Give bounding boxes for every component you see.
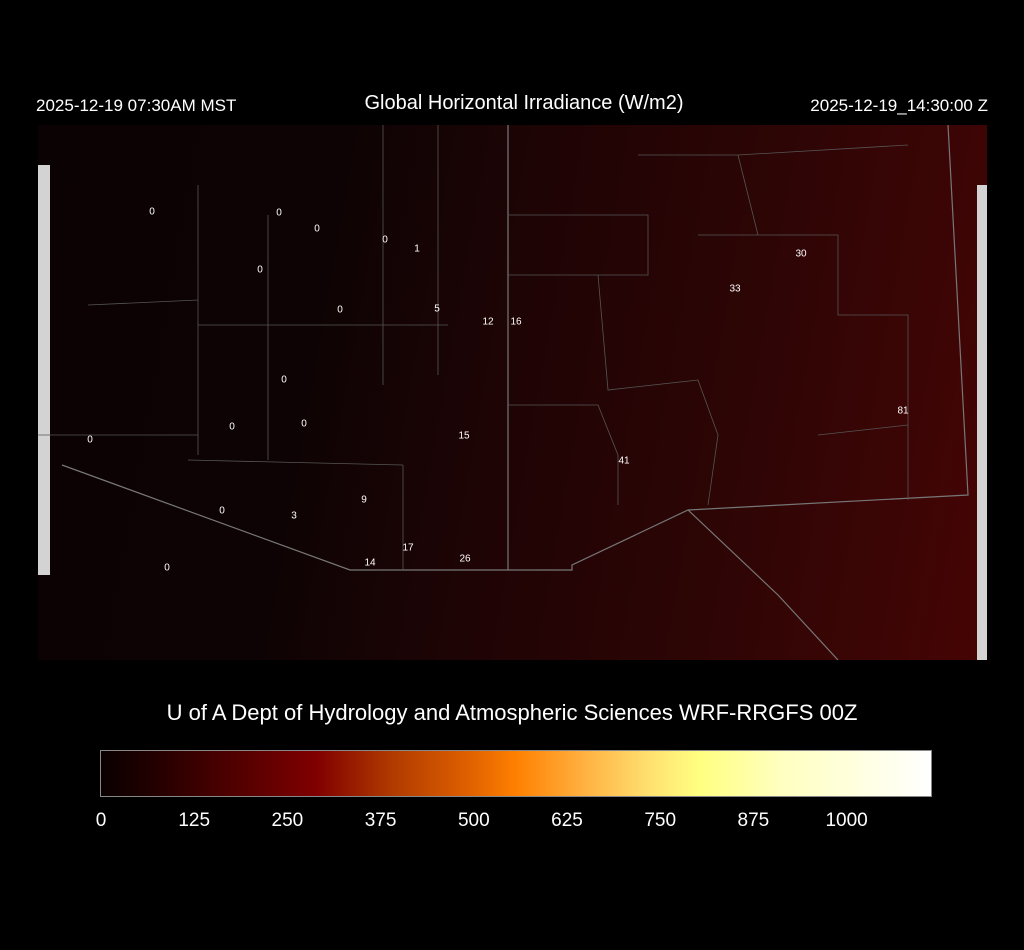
colorbar-tick-label: 625 bbox=[551, 810, 583, 831]
station-value: 12 bbox=[482, 316, 494, 328]
colorbar-tick-label: 1000 bbox=[825, 810, 868, 831]
colorbar-tick-label: 750 bbox=[644, 810, 677, 831]
colorbar-tick-label: 375 bbox=[364, 810, 397, 831]
station-value: 0 bbox=[164, 562, 170, 574]
colorbar-tick-label: 0 bbox=[95, 810, 107, 831]
station-value: 0 bbox=[281, 374, 287, 386]
station-value: 81 bbox=[897, 405, 909, 417]
valid-time: 2025-12-19_14:30:00 Z bbox=[810, 96, 988, 115]
colorbar bbox=[100, 750, 932, 797]
station-value: 5 bbox=[434, 303, 440, 315]
nm-tx-border bbox=[687, 125, 969, 511]
station-value: 0 bbox=[219, 505, 225, 517]
station-value: 1 bbox=[414, 243, 420, 255]
boundaries bbox=[38, 125, 969, 660]
station-value: 3 bbox=[291, 510, 297, 522]
station-value: 0 bbox=[149, 206, 155, 218]
county-lines bbox=[38, 125, 909, 570]
station-value: 14 bbox=[364, 557, 376, 569]
station-value: 16 bbox=[510, 316, 522, 328]
colorbar-tick-label: 125 bbox=[178, 810, 211, 831]
no-data-strip-left bbox=[38, 165, 50, 575]
station-value: 0 bbox=[276, 207, 282, 219]
station-value: 33 bbox=[729, 283, 741, 295]
station-value: 17 bbox=[402, 542, 414, 554]
station-value: 0 bbox=[301, 418, 307, 430]
local-time: 2025-12-19 07:30AM MST bbox=[36, 96, 237, 115]
colorbar-tick-label: 250 bbox=[271, 810, 304, 831]
station-value: 30 bbox=[795, 248, 807, 260]
station-value: 0 bbox=[382, 234, 388, 246]
mexico-border bbox=[61, 464, 839, 660]
station-value: 0 bbox=[257, 264, 263, 276]
station-value: 15 bbox=[458, 430, 470, 442]
credit-text: U of A Dept of Hydrology and Atmospheric… bbox=[166, 700, 858, 725]
station-value: 9 bbox=[361, 494, 367, 506]
map-title: Global Horizontal Irradiance (W/m2) bbox=[364, 92, 684, 114]
station-value: 0 bbox=[337, 304, 343, 316]
station-value: 0 bbox=[229, 421, 235, 433]
colorbar-tick-label: 500 bbox=[457, 810, 490, 831]
station-value: 0 bbox=[314, 223, 320, 235]
station-value: 41 bbox=[618, 455, 630, 467]
irradiance-map bbox=[38, 125, 987, 660]
no-data-strip-right bbox=[977, 185, 987, 660]
station-value: 0 bbox=[87, 434, 93, 446]
colorbar-tick-label: 875 bbox=[737, 810, 770, 831]
station-value: 26 bbox=[459, 553, 471, 565]
